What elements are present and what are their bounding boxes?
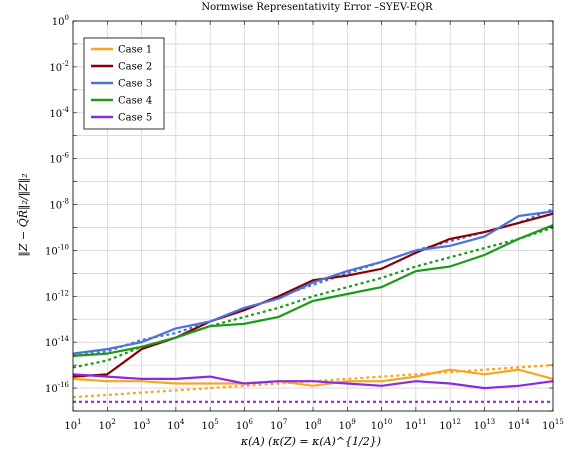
x-tick-label: 109 (339, 418, 356, 432)
series-lines (72, 210, 554, 390)
y-tick-label: 10-2 (49, 60, 69, 74)
x-tick-label: 103 (133, 418, 150, 432)
legend-label-case-2: Case 2 (118, 62, 152, 73)
x-tick-label: 106 (236, 418, 254, 432)
x-tick-label: 107 (270, 418, 287, 432)
ticks (72, 20, 554, 412)
x-tick-label: 105 (202, 418, 219, 432)
x-tick-label: 1013 (474, 418, 496, 432)
y-tick-label: 10-10 (45, 243, 69, 257)
series-line-case-1 (72, 368, 554, 387)
legend-label-case-4: Case 4 (118, 96, 152, 107)
legend-label-case-1: Case 1 (118, 45, 152, 56)
series-line-case-3 (72, 210, 554, 355)
x-tick-label: 1011 (405, 418, 427, 432)
x-tick-label: 1012 (439, 418, 461, 432)
x-tick-label: 108 (304, 418, 321, 432)
chart-title: Normwise Representativity Error –SYEV-EQ… (201, 2, 433, 13)
y-tick-label: 10-8 (49, 198, 69, 212)
x-axis-label: κ(A) (κ(Z) = κ(A)^{1/2}) (240, 435, 381, 448)
y-tick-label: 10-6 (49, 152, 69, 166)
y-tick-label: 100 (52, 14, 69, 28)
series-line-case-4 (72, 224, 554, 357)
x-tick-label: 101 (64, 418, 81, 432)
y-tick-label: 10-16 (45, 381, 70, 395)
legend-items: Case 1 Case 2 Case 3 Case 4 Case 5 (91, 45, 152, 124)
y-tick-label: 10-14 (45, 335, 70, 349)
legend-label-case-5: Case 5 (118, 113, 152, 124)
legend-label-case-3: Case 3 (118, 79, 152, 90)
legend-box (83, 37, 165, 130)
y-tick-label: 10-4 (49, 106, 69, 120)
legend: Case 1 Case 2 Case 3 Case 4 Case 5 (83, 37, 165, 130)
y-tick-label: 10-12 (45, 289, 69, 303)
x-tick-label: 1014 (508, 418, 530, 432)
x-tick-label: 1015 (542, 418, 564, 432)
y-axis-label: ‖Z − Q̃R̃‖₂/‖Z‖₂ (17, 173, 31, 256)
x-tick-label: 1010 (371, 418, 393, 432)
series-line-case-2 (72, 212, 554, 378)
reference-line-case-4 (72, 226, 554, 369)
series-line-case-5 (72, 373, 554, 390)
x-tick-label: 102 (99, 418, 116, 432)
x-tick-label: 104 (167, 418, 185, 432)
